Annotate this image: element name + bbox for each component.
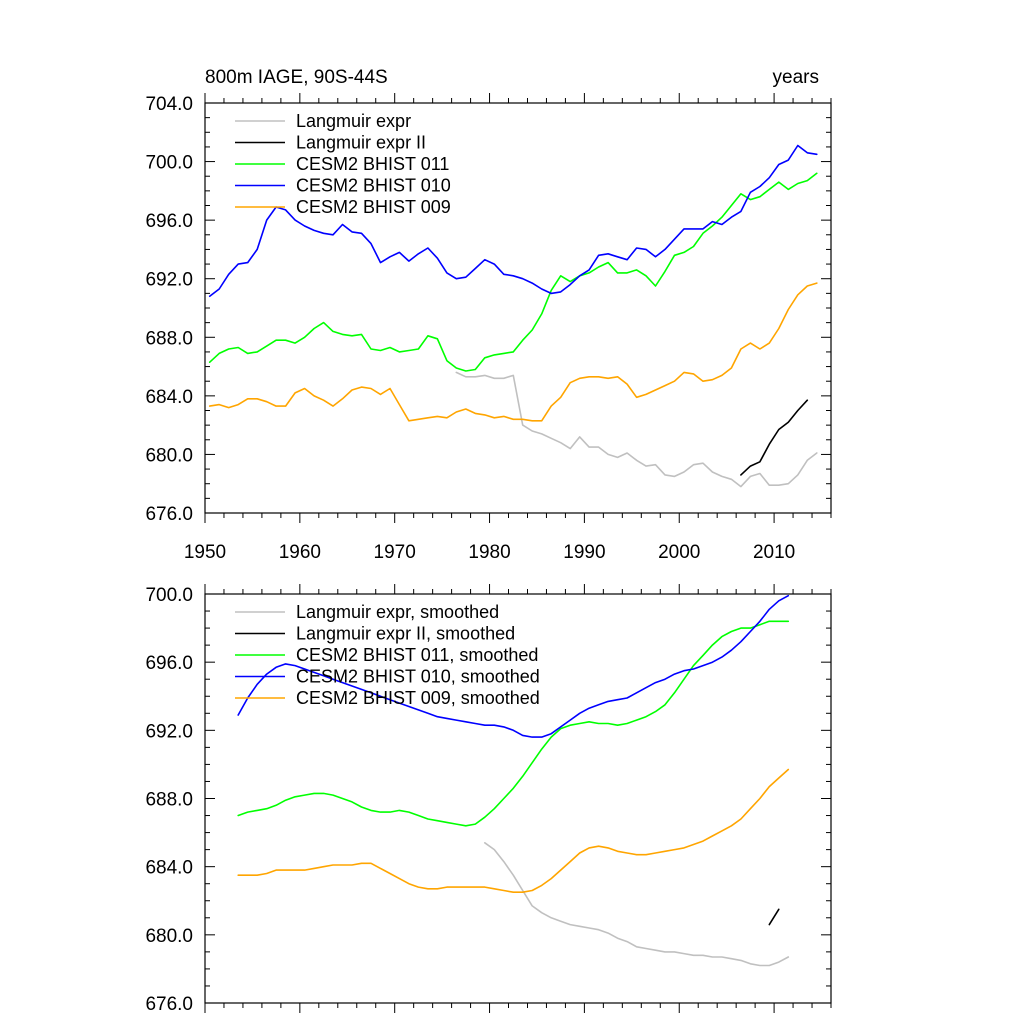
legend-label: CESM2 BHIST 009, smoothed	[296, 688, 540, 708]
legend-label: CESM2 BHIST 010	[296, 176, 451, 196]
y-tick-label: 696.0	[145, 653, 193, 674]
chart-title: 800m IAGE, 90S-44S	[205, 67, 388, 88]
series-line-1-2	[740, 399, 809, 476]
legend-label: CESM2 BHIST 009	[296, 197, 451, 217]
y-tick-label: 676.0	[145, 994, 193, 1015]
series-line-2-1	[483, 841, 790, 967]
panel-2: 676.0 680.0 684.0 688.0 692.0 696.0 700.0 Langm…	[145, 584, 832, 1015]
legend-label: Langmuir expr	[296, 111, 411, 131]
chart-units-label: years	[773, 67, 819, 88]
series-line-2-5	[237, 768, 790, 894]
y-tick-label: 676.0	[145, 504, 193, 525]
y-tick-label: 696.0	[145, 211, 193, 232]
y-tick-label: 680.0	[145, 926, 193, 947]
y-tick-label: 700.0	[145, 585, 193, 606]
legend-label: CESM2 BHIST 010, smoothed	[296, 667, 540, 687]
series-line-2-2	[768, 908, 780, 926]
legend-label: Langmuir expr, smoothed	[296, 602, 499, 622]
y-tick-label: 692.0	[145, 270, 193, 291]
y-tick-label: 692.0	[145, 721, 193, 742]
legend-label: CESM2 BHIST 011, smoothed	[296, 645, 538, 665]
y-tick-label: 684.0	[145, 858, 193, 879]
legend-label: Langmuir expr II, smoothed	[296, 624, 515, 644]
series-line-1-1	[455, 371, 818, 488]
series-group	[208, 144, 818, 488]
y-tick-label: 688.0	[145, 790, 193, 811]
series-line-1-4	[208, 144, 818, 298]
legend-label: CESM2 BHIST 011	[296, 154, 449, 174]
x-tick-label: 2000	[658, 542, 700, 563]
legend-label: Langmuir expr II	[296, 133, 426, 153]
series-group	[237, 594, 790, 967]
y-tick-label: 704.0	[145, 94, 193, 115]
y-tick-label: 684.0	[145, 387, 193, 408]
panel-1: 676.0 680.0 684.0 688.0 692.0 696.0 700.0 704.0…	[145, 67, 832, 563]
x-tick-label: 1960	[279, 542, 321, 563]
x-tick-label: 2010	[753, 542, 795, 563]
series-line-2-3	[237, 620, 790, 827]
y-tick-label: 680.0	[145, 445, 193, 466]
series-line-2-4	[237, 594, 790, 738]
y-tick-label: 688.0	[145, 328, 193, 349]
x-tick-label: 1950	[184, 542, 226, 563]
x-tick-label: 1980	[468, 542, 510, 563]
y-tick-label: 700.0	[145, 153, 193, 174]
x-tick-label: 1990	[563, 542, 605, 563]
x-tick-label: 1970	[374, 542, 416, 563]
series-line-1-5	[208, 282, 818, 422]
